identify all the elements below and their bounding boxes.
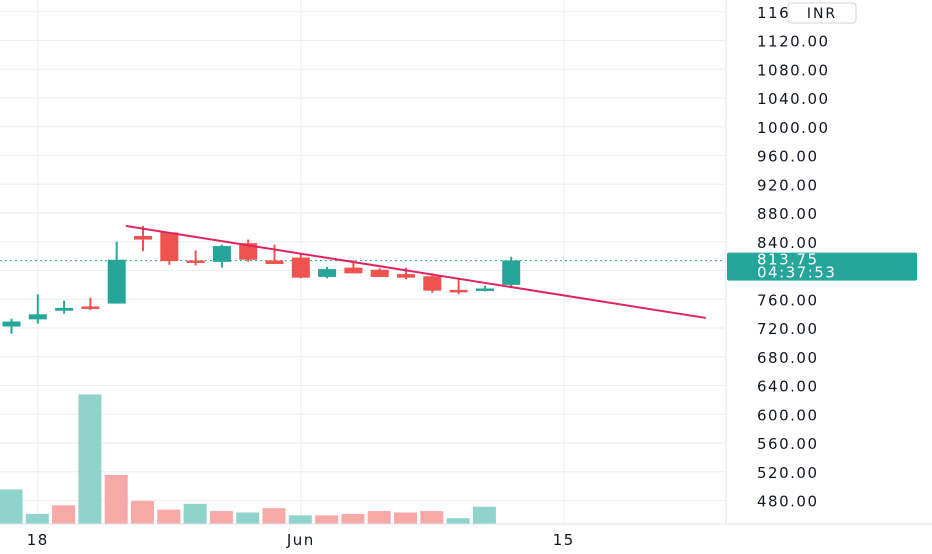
volume-bar: [183, 503, 207, 524]
trendline[interactable]: [125, 224, 706, 319]
last-price-tag: 813.75 04:37:53: [727, 251, 917, 282]
candle-body: [160, 232, 179, 262]
candle-body: [344, 267, 363, 274]
candle-body: [370, 269, 389, 277]
volume-bar: [472, 506, 496, 524]
last-price-label: 813.75: [757, 251, 819, 269]
candle-body: [449, 289, 468, 293]
candle-body: [55, 307, 74, 311]
price-tick-label: 960.00: [757, 148, 819, 166]
candle-body: [291, 257, 310, 278]
volume-bar: [262, 508, 286, 524]
candle-body: [423, 276, 442, 291]
price-tick-label: 1000.00: [757, 119, 830, 137]
volume-bar: [288, 515, 312, 524]
price-tick-label: 840.00: [757, 234, 819, 252]
candle-body: [28, 314, 47, 320]
time-tick-label: 15: [553, 531, 575, 549]
price-tick-label: 680.00: [757, 349, 819, 367]
candle-body: [107, 259, 126, 304]
candle-body: [502, 260, 521, 285]
candle-body: [212, 246, 231, 262]
price-tick-label: 520.00: [757, 464, 819, 482]
volume-bar: [315, 515, 339, 524]
price-tick-label: 760.00: [757, 291, 819, 309]
candle-body: [318, 269, 337, 277]
price-tick-label: 480.00: [757, 493, 819, 511]
price-axis[interactable]: 480.00 520.00 560.00 600.00 640.00 680.00 720.…: [757, 4, 830, 511]
candle-body: [81, 306, 100, 309]
currency-badge-label: INR: [807, 6, 837, 22]
volume-bar: [446, 518, 470, 524]
candle-body: [265, 260, 284, 265]
volume-bars: [0, 394, 496, 524]
volume-bar: [157, 509, 181, 524]
price-tick-label: 920.00: [757, 176, 819, 194]
volume-bar: [0, 489, 23, 524]
price-tick-label: 560.00: [757, 435, 819, 453]
volume-bar: [131, 500, 154, 524]
currency-badge[interactable]: INR: [787, 2, 857, 24]
candle-body: [397, 274, 415, 278]
price-tick-label: 1040.00: [757, 90, 830, 108]
price-tick-label: 720.00: [757, 320, 819, 338]
volume-bar: [78, 394, 102, 524]
time-tick-label: Jun: [286, 531, 315, 549]
candle-body: [186, 260, 205, 263]
volume-bar: [52, 505, 76, 524]
candles: [2, 225, 521, 334]
price-tick-label: 640.00: [757, 378, 819, 396]
grid: [0, 0, 725, 524]
time-axis[interactable]: 18 Jun 15: [27, 531, 575, 549]
bar-countdown-label: 04:37:53: [757, 264, 836, 282]
candle-body: [239, 243, 258, 260]
volume-bar: [420, 511, 444, 524]
candle-body: [475, 288, 494, 291]
volume-bar: [341, 513, 365, 524]
time-tick-label: 18: [27, 531, 49, 549]
volume-bar: [25, 513, 49, 524]
price-tick-label: 1080.00: [757, 61, 830, 79]
candle-body: [134, 236, 152, 240]
volume-bar: [209, 511, 233, 524]
candle-body: [2, 321, 21, 327]
price-tick-label: 1120.00: [757, 33, 830, 51]
volume-bar: [394, 512, 417, 524]
volume-bar: [104, 475, 128, 524]
volume-bar: [367, 511, 391, 524]
price-tick-label: 880.00: [757, 205, 819, 223]
price-tick-label: 600.00: [757, 406, 819, 424]
volume-bar: [236, 512, 260, 524]
